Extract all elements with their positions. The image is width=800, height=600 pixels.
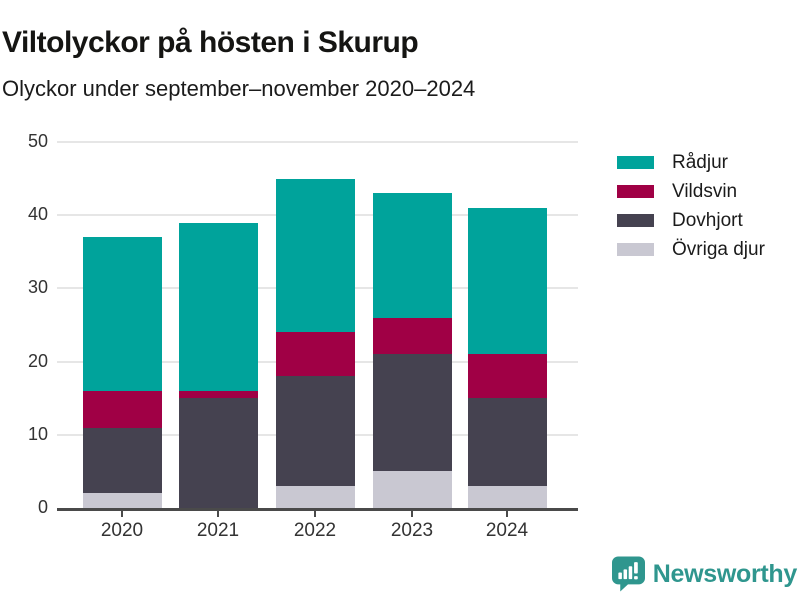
bar-stack-2022: [275, 178, 355, 508]
bar-segment-Dovhjort: [275, 376, 355, 487]
bar-segment-Övriga djur: [467, 486, 547, 508]
bar-segment-Vildsvin: [372, 317, 452, 355]
legend-item-Dovhjort: Dovhjort: [617, 206, 765, 235]
legend-label: Övriga djur: [672, 238, 765, 260]
bar-segment-Rådjur: [372, 193, 452, 318]
stacked-bar-chart: 0 10 20 30 40 50 2020 2021 2022 2023 2024: [0, 131, 800, 552]
newsworthy-logo: Newsworthy: [611, 556, 798, 592]
legend-label: Dovhjort: [672, 209, 743, 231]
y-axis-tick-label: 50: [27, 131, 48, 151]
bar-segment-Rådjur: [178, 222, 258, 391]
bar-stack-2021: [178, 222, 258, 508]
legend-label: Rådjur: [672, 151, 728, 173]
legend-swatch: [617, 156, 654, 169]
x-axis-tick-label: 2020: [100, 520, 144, 541]
bar-segment-Övriga djur: [82, 493, 162, 508]
bar-segment-Vildsvin: [82, 390, 162, 428]
legend-label: Vildsvin: [672, 180, 738, 202]
bar-segment-Rådjur: [275, 178, 355, 333]
x-axis-tick: [314, 511, 316, 517]
bar-segment-Dovhjort: [82, 427, 162, 494]
speech-bubble-bar-chart-icon: [611, 556, 645, 592]
x-axis-tick: [506, 511, 508, 517]
bar-stack-2024: [467, 207, 547, 508]
y-axis-tick-label: 40: [27, 204, 48, 225]
bar-stack-2023: [372, 193, 452, 508]
bar-segment-Övriga djur: [372, 471, 452, 508]
y-axis-tick-label: 20: [27, 350, 48, 371]
bar-segment-Vildsvin: [275, 332, 355, 377]
x-axis-tick-label: 2022: [293, 520, 337, 541]
y-axis-tick-label: 0: [37, 497, 48, 517]
x-axis-tick-label: 2023: [390, 520, 434, 541]
legend-item-Övriga djur: Övriga djur: [617, 235, 765, 264]
x-axis-tick-label: 2021: [196, 520, 240, 541]
legend: Rådjur Vildsvin Dovhjort Övriga djur: [617, 148, 765, 264]
legend-swatch: [617, 214, 654, 227]
x-axis-tick: [217, 511, 219, 517]
bar-stack-2020: [82, 237, 162, 508]
legend-swatch: [617, 243, 654, 256]
x-axis-tick: [411, 511, 413, 517]
newsworthy-wordmark: Newsworthy: [652, 559, 798, 588]
y-axis-tick-label: 10: [27, 423, 48, 444]
bar-segment-Vildsvin: [178, 390, 258, 399]
bar-segment-Vildsvin: [467, 354, 547, 399]
bar-segment-Rådjur: [82, 237, 162, 391]
x-axis-tick: [121, 511, 123, 517]
legend-item-Vildsvin: Vildsvin: [617, 177, 765, 206]
page-title: Viltolyckor på hösten i Skurup: [2, 26, 419, 60]
bar-segment-Övriga djur: [275, 486, 355, 508]
gridline: [57, 141, 578, 143]
plot-area: [57, 141, 578, 511]
x-axis-tick-label: 2024: [485, 520, 529, 541]
bar-segment-Rådjur: [467, 207, 547, 355]
bar-segment-Dovhjort: [372, 354, 452, 472]
bar-segment-Dovhjort: [178, 398, 258, 508]
page-subtitle: Olyckor under september–november 2020–20…: [2, 76, 476, 101]
legend-item-Rådjur: Rådjur: [617, 148, 765, 177]
y-axis-tick-label: 30: [27, 277, 48, 298]
legend-swatch: [617, 185, 654, 198]
bar-segment-Dovhjort: [467, 398, 547, 487]
